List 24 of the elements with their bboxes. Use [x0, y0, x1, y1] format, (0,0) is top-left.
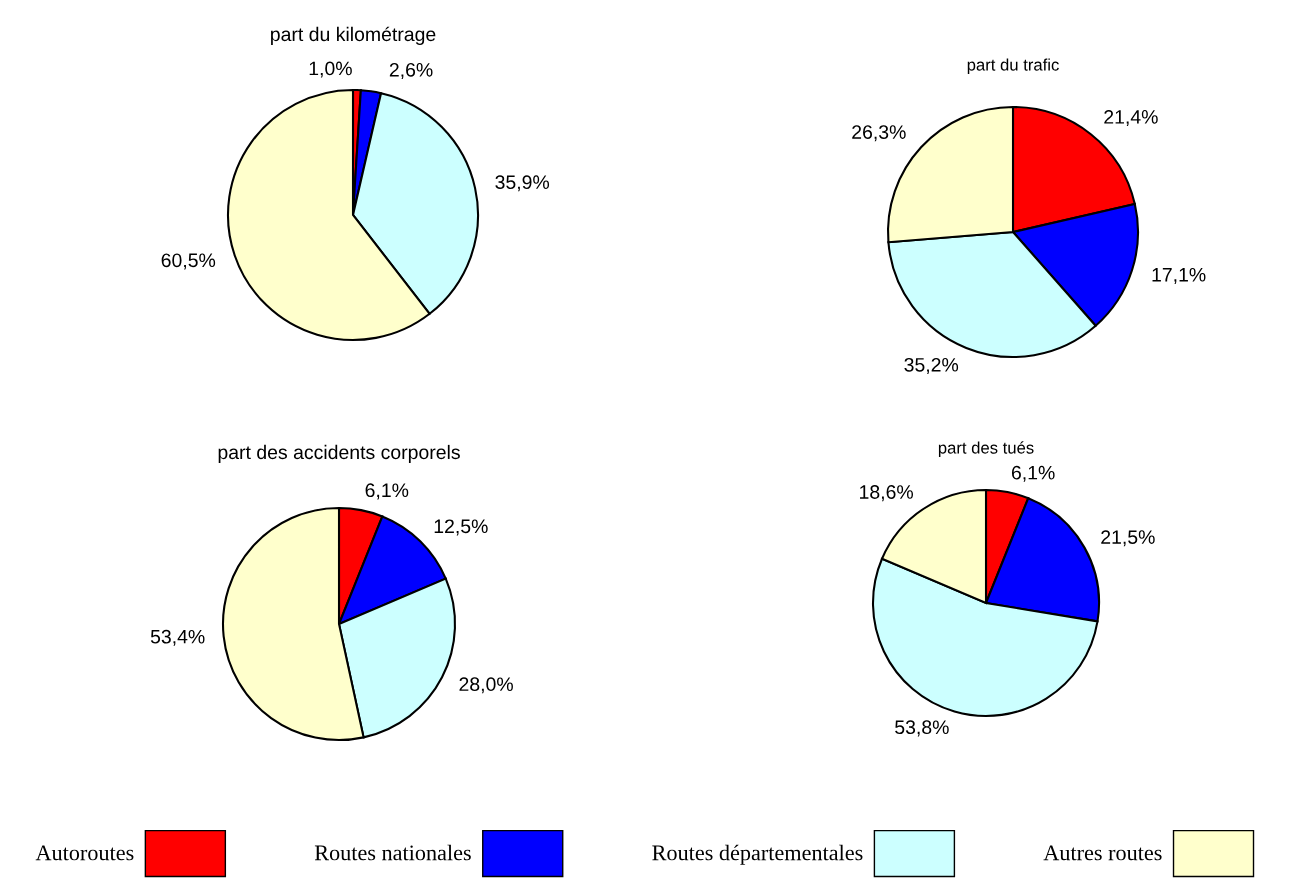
data-label: 21,4%: [1104, 110, 1158, 127]
data-label: 28,0%: [459, 677, 513, 694]
data-label: 21,5%: [1101, 530, 1155, 547]
legend-label: Routes nationales: [314, 844, 471, 861]
data-label: 26,3%: [852, 125, 906, 142]
chart-title: part du kilométrage: [271, 26, 436, 45]
data-label: 60,5%: [161, 253, 216, 270]
chart-title: part des tués: [938, 441, 1034, 457]
data-label: 35,9%: [495, 175, 550, 192]
data-label: 53,8%: [895, 720, 949, 737]
data-label: 6,1%: [365, 483, 409, 500]
data-label: 18,6%: [860, 485, 913, 502]
legend-label: Routes départementales: [652, 844, 863, 865]
data-label: 2,6%: [389, 62, 433, 80]
legend-label: Autoroutes: [35, 845, 134, 861]
data-label: 53,4%: [150, 629, 205, 646]
data-label: 1,0%: [309, 61, 352, 78]
data-label: 12,5%: [434, 519, 488, 536]
data-label: 17,1%: [1152, 267, 1206, 284]
legend-label: Autres routes: [1043, 845, 1162, 861]
chart-title: part du trafic: [967, 58, 1059, 74]
data-label: 6,1%: [1011, 465, 1055, 482]
data-label: 35,2%: [904, 357, 959, 374]
chart-title: part des accidents corporels: [218, 444, 460, 463]
